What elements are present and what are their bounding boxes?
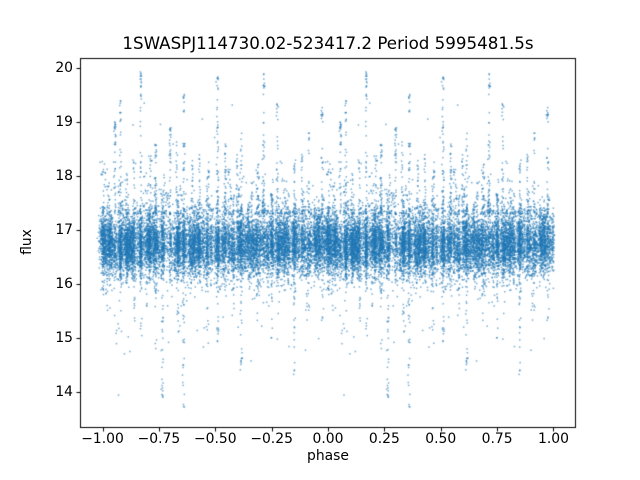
y-tick-label: 16 xyxy=(55,275,73,292)
x-tick-label: 0.25 xyxy=(368,431,400,447)
y-tick-label: 15 xyxy=(55,329,73,346)
x-tick-label: −1.00 xyxy=(81,431,124,447)
y-tick-label: 17 xyxy=(55,222,73,239)
x-tick-label: −0.25 xyxy=(250,431,293,447)
y-tick-label: 19 xyxy=(55,114,73,131)
x-axis-label: phase xyxy=(307,448,349,464)
y-tick-label: 20 xyxy=(55,60,73,77)
x-tick-label: 0.00 xyxy=(312,431,344,447)
y-tick-label: 14 xyxy=(55,383,73,400)
x-tick-label: −0.50 xyxy=(193,431,237,447)
chart-title: 1SWASPJ114730.02-523417.2 Period 5995481… xyxy=(122,33,534,53)
y-tick-label: 18 xyxy=(55,168,73,185)
x-tick-label: 1.00 xyxy=(537,431,569,447)
x-tick-label: −0.75 xyxy=(137,431,181,447)
x-tick-label: 0.75 xyxy=(481,431,513,447)
x-tick-label: 0.50 xyxy=(425,431,457,447)
